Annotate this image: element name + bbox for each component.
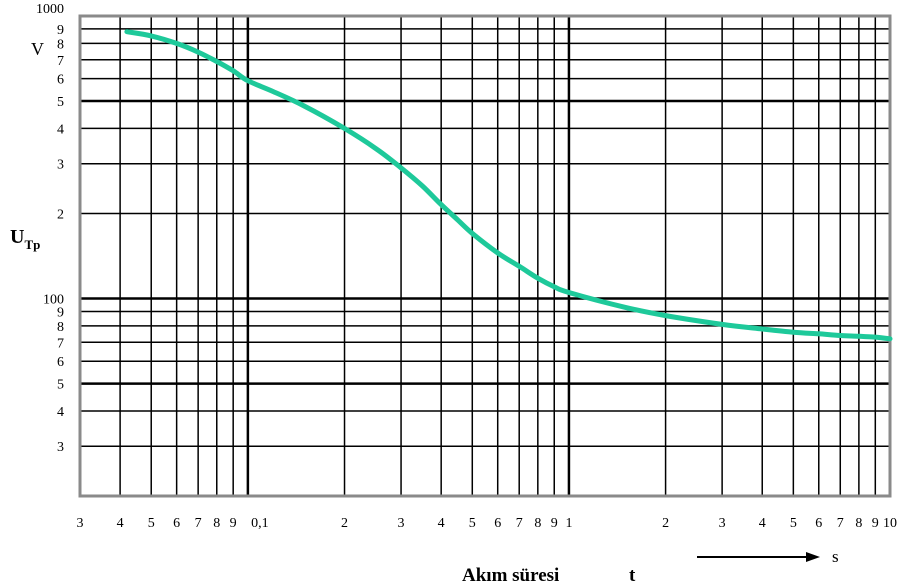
x-tick-label: 5 xyxy=(148,516,155,531)
y-tick-label: 4 xyxy=(57,122,64,137)
y-axis-label-sub: Tp xyxy=(24,237,40,252)
x-tick-label: 8 xyxy=(534,516,541,531)
x-tick-label: 8 xyxy=(213,516,220,531)
y-tick-label: 2 xyxy=(57,207,64,222)
x-tick-label: 3 xyxy=(398,516,405,531)
y-tick-label: 8 xyxy=(57,320,64,335)
y-axis-label: UTp xyxy=(10,226,40,252)
y-tick-label: 5 xyxy=(57,95,64,110)
x-tick-label: 7 xyxy=(516,516,523,531)
x-tick-label: 3 xyxy=(719,516,726,531)
y-axis-label-main: U xyxy=(10,226,24,248)
y-tick-label: 4 xyxy=(57,405,64,420)
y-tick-label: 9 xyxy=(57,23,64,38)
y-tick-label: 8 xyxy=(57,37,64,52)
x-tick-label: 4 xyxy=(759,516,766,531)
x-tick-label: 7 xyxy=(195,516,202,531)
x-tick-label: 6 xyxy=(815,516,822,531)
x-tick-label: 4 xyxy=(117,516,124,531)
y-tick-label: 100 xyxy=(43,293,64,308)
y-tick-label: 7 xyxy=(57,336,64,351)
x-tick-label: 9 xyxy=(551,516,558,531)
x-tick-label: 3 xyxy=(77,516,84,531)
x-tick-label: 2 xyxy=(662,516,669,531)
x-tick-labels: 3 4 5 6 7 8 9 0,1 2 3 4 5 6 7 8 9 1 2 3 4 5 6 7 8 9 10 xyxy=(77,516,898,531)
x-tick-label: 0,1 xyxy=(251,516,269,531)
plot-frame xyxy=(78,14,892,498)
y-tick-label: 6 xyxy=(57,355,64,370)
x-axis-label: Akım süresi xyxy=(462,565,559,586)
x-tick-label: 10 xyxy=(883,516,897,531)
x-tick-label: 7 xyxy=(837,516,844,531)
grid-minor-lines xyxy=(80,16,890,496)
x-tick-label: 9 xyxy=(872,516,879,531)
x-tick-label: 6 xyxy=(173,516,180,531)
x-tick-label: 6 xyxy=(494,516,501,531)
y-tick-label: 6 xyxy=(57,73,64,88)
x-axis-symbol: t xyxy=(629,565,636,586)
grid-major-lines xyxy=(80,16,890,496)
x-tick-label: 5 xyxy=(469,516,476,531)
x-unit-label: s xyxy=(832,547,839,566)
y-tick-label: 9 xyxy=(57,305,64,320)
x-tick-label: 8 xyxy=(855,516,862,531)
x-axis-arrow xyxy=(697,552,820,562)
x-tick-label: 5 xyxy=(790,516,797,531)
x-tick-label: 9 xyxy=(230,516,237,531)
y-tick-label: 1000 xyxy=(36,2,64,17)
y-tick-label: 5 xyxy=(57,378,64,393)
y-tick-label: 3 xyxy=(57,440,64,455)
y-tick-label: 7 xyxy=(57,54,64,69)
series-line xyxy=(124,29,893,342)
y-tick-label: 3 xyxy=(57,158,64,173)
x-tick-label: 1 xyxy=(565,516,572,531)
x-tick-label: 2 xyxy=(341,516,348,531)
x-tick-label: 4 xyxy=(438,516,445,531)
y-unit-label: V xyxy=(31,39,44,59)
